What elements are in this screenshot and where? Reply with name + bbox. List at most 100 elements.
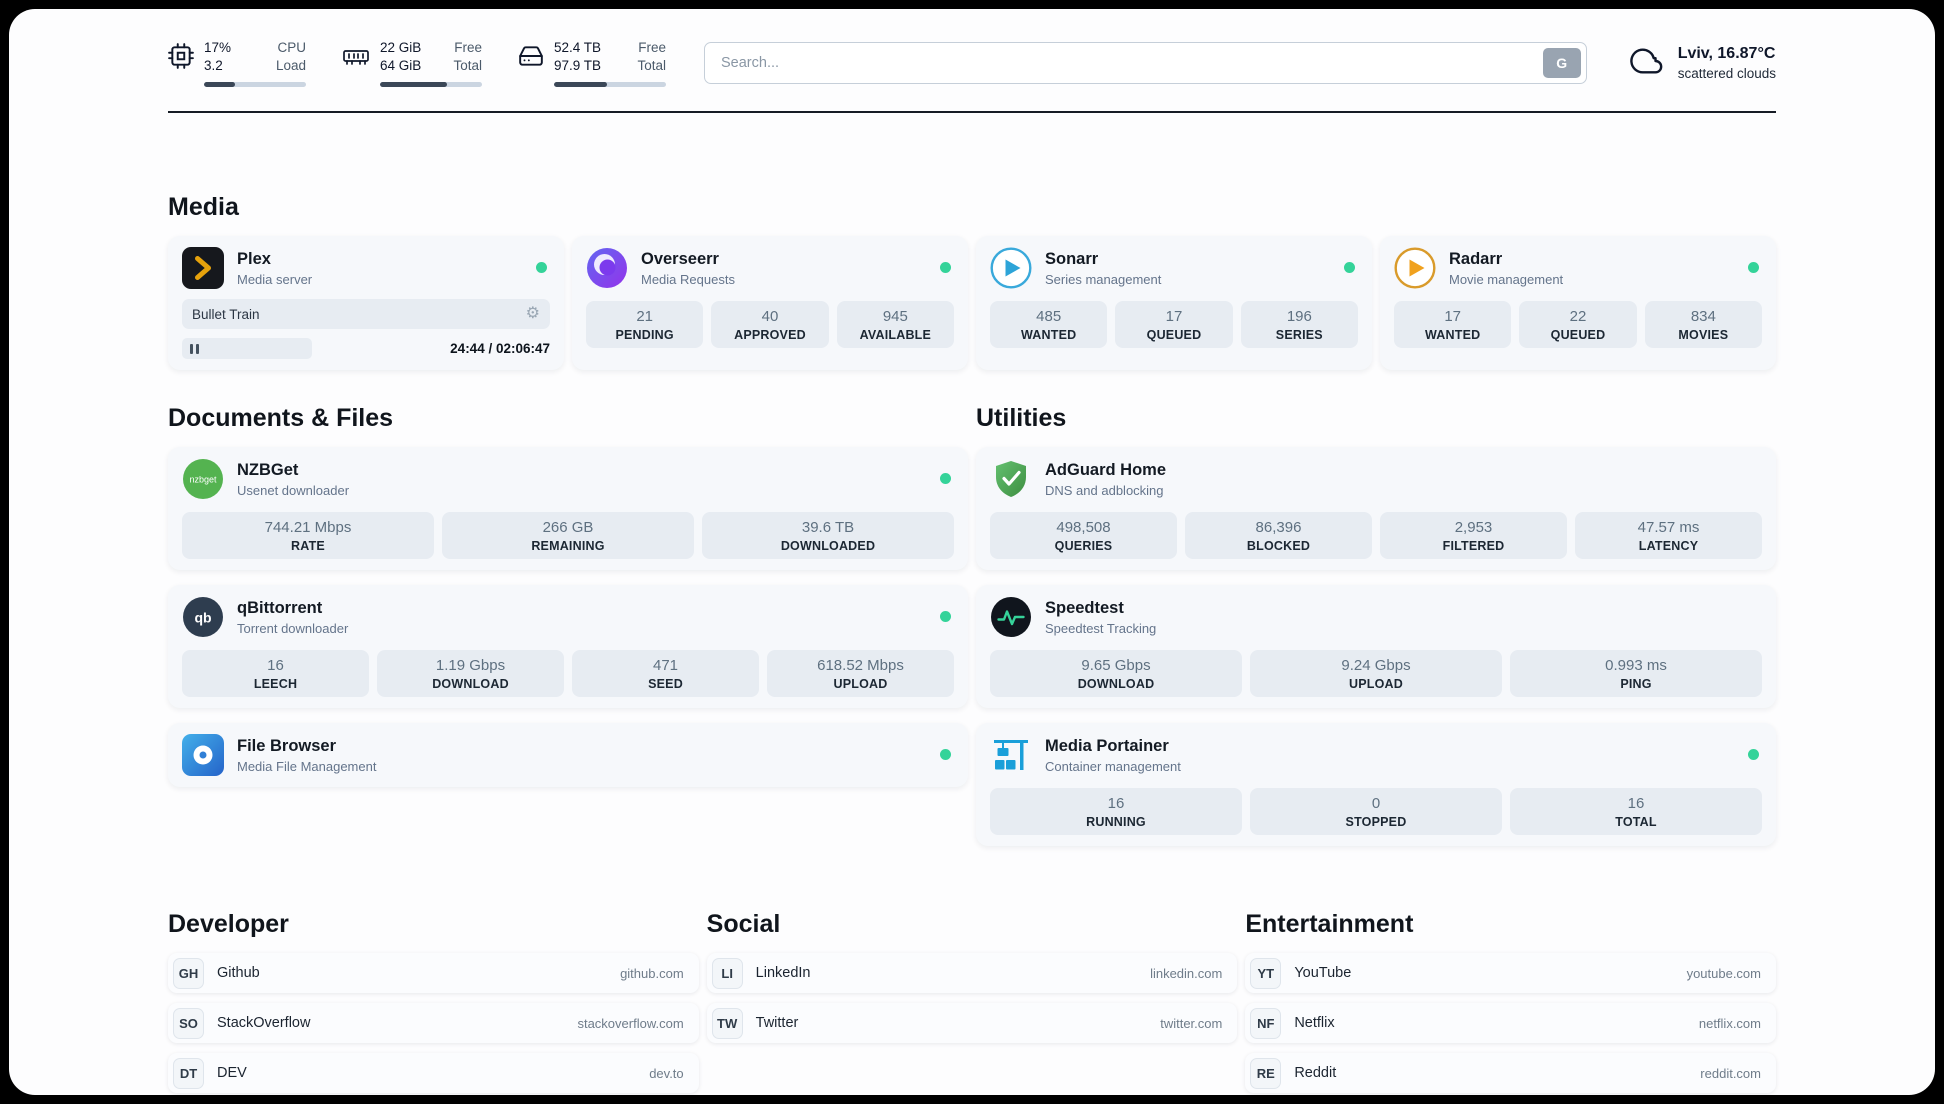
memory-value-total: 64 GiB (380, 58, 422, 74)
netflix-icon: NF (1250, 1007, 1282, 1039)
pause-icon (190, 343, 193, 354)
system-metrics: 17% 3.2 CPU Load (168, 39, 666, 88)
bookmark-domain: github.com (620, 965, 684, 981)
disk-label-bottom: Total (637, 58, 666, 74)
section-title-social: Social (706, 910, 781, 939)
stat-box: 0.993 ms PING (1510, 650, 1762, 698)
bookmark-youtube[interactable]: YT YouTube youtube.com (1245, 953, 1776, 994)
stat-box: 2,953 FILTERED (1380, 512, 1567, 560)
bookmark-domain: linkedin.com (1150, 965, 1223, 981)
playback-time: 24:44 / 02:06:47 (450, 341, 550, 357)
weather-location: Lviv, 16.87°C (1677, 45, 1776, 63)
bookmark-dev[interactable]: DT DEV dev.to (168, 1053, 699, 1094)
status-dot (1748, 262, 1759, 274)
stat-label: MOVIES (1678, 328, 1729, 343)
now-playing-bar[interactable]: Bullet Train ⚙ (182, 299, 550, 330)
pause-icon (196, 343, 199, 354)
section-title-documents: Documents & Files (168, 404, 394, 433)
app-card-overseerr[interactable]: Overseerr Media Requests 21 PENDING 40 A… (572, 236, 968, 371)
stat-value: 266 GB (542, 519, 594, 537)
bookmark-netflix[interactable]: NF Netflix netflix.com (1245, 1003, 1776, 1044)
stat-box: 47.57 ms LATENCY (1575, 512, 1762, 560)
section-title-utilities: Utilities (976, 404, 1067, 433)
bookmark-name: Netflix (1294, 1015, 1335, 1032)
memory-metric: 22 GiB 64 GiB Free Total (342, 39, 482, 88)
stat-box: 17 QUEUED (1115, 301, 1233, 349)
stat-label: APPROVED (734, 328, 806, 343)
app-subtitle: Usenet downloader (237, 482, 350, 498)
memory-label-bottom: Total (453, 58, 482, 74)
stat-box: 17 WANTED (1394, 301, 1512, 349)
stat-value: 0 (1371, 795, 1381, 813)
stat-box: 744.21 Mbps RATE (182, 512, 434, 560)
cpu-label-top: CPU (277, 40, 306, 55)
stat-value: 16 (1107, 795, 1125, 813)
status-dot (536, 262, 547, 274)
youtube-icon: YT (1250, 957, 1282, 989)
app-card-plex[interactable]: Plex Media server Bullet Train ⚙ 24:4 (168, 236, 564, 371)
disk-icon (518, 43, 544, 74)
stat-label: UPLOAD (1349, 677, 1403, 692)
app-subtitle: Media File Management (237, 758, 377, 774)
bookmark-twitter[interactable]: TW Twitter twitter.com (706, 1003, 1238, 1044)
weather-widget[interactable]: Lviv, 16.87°C scattered clouds (1629, 44, 1776, 83)
bookmark-stackoverflow[interactable]: SO StackOverflow stackoverflow.com (168, 1003, 699, 1044)
reddit-icon: RE (1250, 1057, 1282, 1089)
stat-box: 1.19 Gbps DOWNLOAD (377, 650, 564, 698)
stat-box: 834 MOVIES (1644, 301, 1762, 349)
settings-gear-icon[interactable]: ⚙ (525, 305, 540, 323)
bookmark-reddit[interactable]: RE Reddit reddit.com (1245, 1053, 1776, 1094)
stat-label: SEED (648, 677, 683, 692)
app-card-adguard[interactable]: AdGuard Home DNS and adblocking 498,508 … (976, 447, 1776, 571)
search-engine-button[interactable]: G (1542, 48, 1581, 79)
cpu-progress-fill (204, 82, 235, 88)
app-card-portainer[interactable]: Media Portainer Container management 16 … (976, 723, 1776, 847)
cpu-label-bottom: Load (275, 58, 306, 74)
now-playing-title: Bullet Train (192, 306, 260, 322)
search-input[interactable] (704, 42, 1587, 85)
stat-label: REMAINING (531, 539, 605, 554)
bookmark-domain: netflix.com (1698, 1015, 1761, 1031)
app-subtitle: Media Requests (641, 271, 735, 287)
memory-progress-fill (380, 82, 448, 88)
stat-value: 485 (1036, 308, 1062, 326)
app-title: Plex (237, 249, 271, 268)
stat-label: RATE (291, 539, 325, 554)
stat-value: 498,508 (1056, 519, 1111, 537)
app-card-nzbget[interactable]: nzbget NZBGet Usenet downloader 744.21 M… (168, 447, 968, 571)
bookmark-name: Reddit (1294, 1065, 1337, 1082)
bookmark-github[interactable]: GH Github github.com (168, 953, 699, 994)
app-card-sonarr[interactable]: Sonarr Series management 485 WANTED 17 Q… (976, 236, 1372, 371)
cpu-value-load: 3.2 (204, 58, 223, 74)
top-bar: 17% 3.2 CPU Load (168, 39, 1776, 88)
stat-box: 945 AVAILABLE (836, 301, 954, 349)
bookmark-linkedin[interactable]: LI LinkedIn linkedin.com (706, 953, 1238, 994)
stat-box: 16 TOTAL (1510, 788, 1762, 836)
status-dot (940, 473, 951, 485)
stat-value: 0.993 ms (1605, 657, 1667, 675)
stat-label: BLOCKED (1246, 539, 1311, 554)
bookmark-name: Github (217, 965, 260, 982)
stat-box: 485 WANTED (990, 301, 1108, 349)
stat-label: WANTED (1020, 328, 1077, 343)
app-card-radarr[interactable]: Radarr Movie management 17 WANTED 22 QUE… (1380, 236, 1776, 371)
app-title: Speedtest (1045, 598, 1124, 617)
app-card-filebrowser[interactable]: File Browser Media File Management (168, 723, 968, 788)
stat-box: 471 SEED (572, 650, 759, 698)
cpu-progress-bar (204, 82, 306, 88)
app-subtitle: Torrent downloader (237, 620, 349, 636)
stat-label: UPLOAD (833, 677, 888, 692)
overseerr-icon (586, 247, 628, 289)
app-subtitle: Media server (237, 271, 313, 287)
app-card-qbittorrent[interactable]: qb qBittorrent Torrent downloader 16 LEE… (168, 585, 968, 709)
bookmark-domain: twitter.com (1160, 1015, 1223, 1031)
stat-value: 40 (761, 308, 779, 326)
bookmark-name: StackOverflow (217, 1015, 311, 1032)
plex-icon (182, 247, 224, 290)
app-card-speedtest[interactable]: Speedtest Speedtest Tracking 9.65 Gbps D… (976, 585, 1776, 709)
disk-progress-fill (554, 82, 607, 88)
disk-metric: 52.4 TB 97.9 TB Free Total (518, 39, 666, 88)
memory-label-top: Free (454, 40, 482, 55)
stat-box: 618.52 Mbps UPLOAD (767, 650, 954, 698)
playback-seek-bar[interactable] (182, 338, 312, 360)
